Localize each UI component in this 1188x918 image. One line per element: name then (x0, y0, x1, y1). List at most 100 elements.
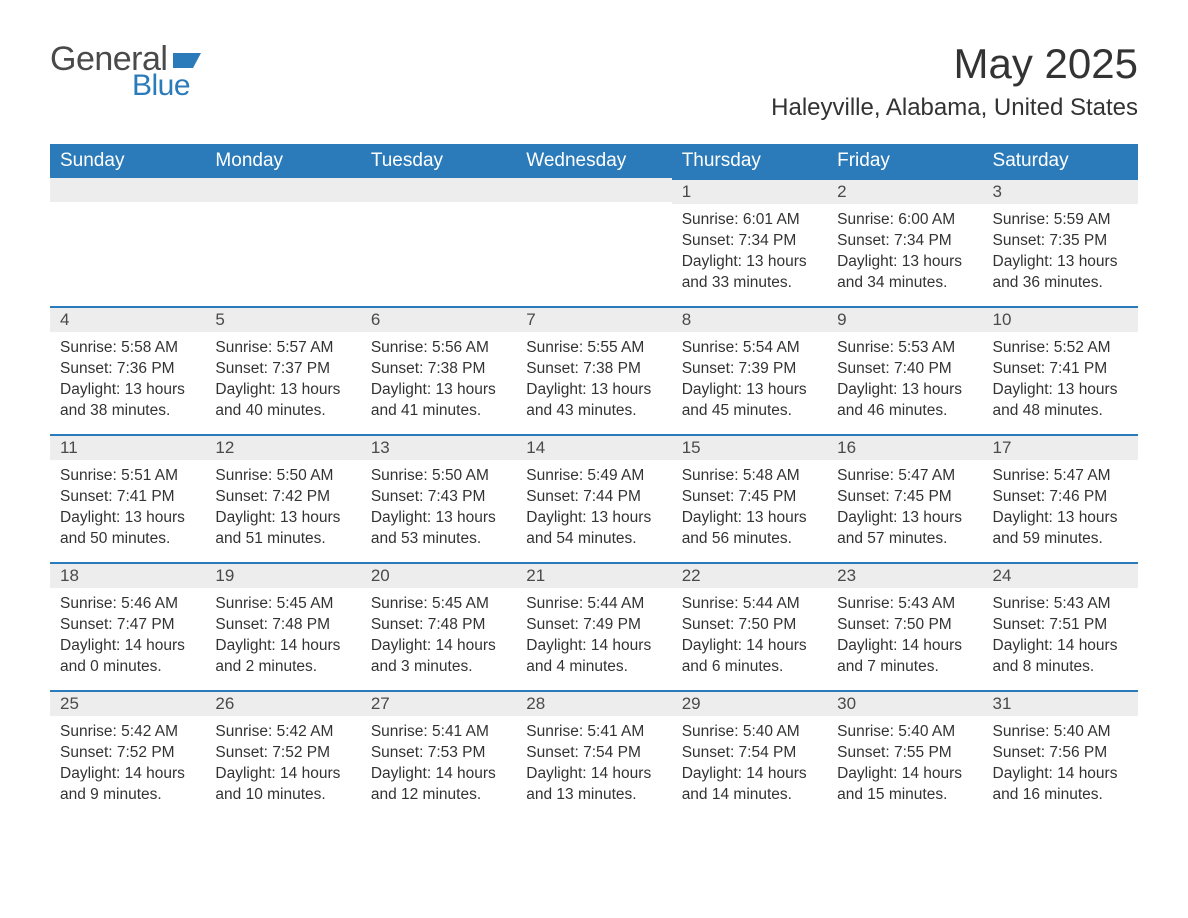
calendar-day-cell: 21Sunrise: 5:44 AMSunset: 7:49 PMDayligh… (516, 562, 671, 690)
day-number: 4 (50, 306, 205, 332)
sunrise-line: Sunrise: 5:50 AM (371, 466, 506, 487)
sunrise-line: Sunrise: 5:45 AM (215, 594, 350, 615)
day-details: Sunrise: 5:47 AMSunset: 7:46 PMDaylight:… (983, 460, 1138, 558)
page-header: General Blue May 2025 Haleyville, Alabam… (50, 40, 1138, 134)
calendar-day-cell: 1Sunrise: 6:01 AMSunset: 7:34 PMDaylight… (672, 178, 827, 306)
sunset-line: Sunset: 7:38 PM (371, 359, 506, 380)
calendar-week-row: 18Sunrise: 5:46 AMSunset: 7:47 PMDayligh… (50, 562, 1138, 690)
daylight-line: Daylight: 13 hours and 54 minutes. (526, 508, 661, 550)
day-details: Sunrise: 5:40 AMSunset: 7:56 PMDaylight:… (983, 716, 1138, 814)
weekday-header: Tuesday (361, 144, 516, 178)
calendar-day-cell: 8Sunrise: 5:54 AMSunset: 7:39 PMDaylight… (672, 306, 827, 434)
daylight-line: Daylight: 13 hours and 51 minutes. (215, 508, 350, 550)
day-number: 28 (516, 690, 671, 716)
calendar-day-cell: 22Sunrise: 5:44 AMSunset: 7:50 PMDayligh… (672, 562, 827, 690)
day-details: Sunrise: 5:40 AMSunset: 7:54 PMDaylight:… (672, 716, 827, 814)
daylight-line: Daylight: 14 hours and 8 minutes. (993, 636, 1128, 678)
daylight-line: Daylight: 13 hours and 43 minutes. (526, 380, 661, 422)
calendar-week-row: 1Sunrise: 6:01 AMSunset: 7:34 PMDaylight… (50, 178, 1138, 306)
day-number: 31 (983, 690, 1138, 716)
calendar-day-cell: 3Sunrise: 5:59 AMSunset: 7:35 PMDaylight… (983, 178, 1138, 306)
sunset-line: Sunset: 7:50 PM (682, 615, 817, 636)
weekday-header: Wednesday (516, 144, 671, 178)
calendar-day-cell: 14Sunrise: 5:49 AMSunset: 7:44 PMDayligh… (516, 434, 671, 562)
sunset-line: Sunset: 7:38 PM (526, 359, 661, 380)
daylight-line: Daylight: 14 hours and 12 minutes. (371, 764, 506, 806)
sunrise-line: Sunrise: 5:53 AM (837, 338, 972, 359)
day-details: Sunrise: 5:47 AMSunset: 7:45 PMDaylight:… (827, 460, 982, 558)
calendar-day-cell: 29Sunrise: 5:40 AMSunset: 7:54 PMDayligh… (672, 690, 827, 818)
sunrise-line: Sunrise: 5:41 AM (371, 722, 506, 743)
day-details: Sunrise: 5:52 AMSunset: 7:41 PMDaylight:… (983, 332, 1138, 430)
weekday-header: Sunday (50, 144, 205, 178)
weekday-header-row: SundayMondayTuesdayWednesdayThursdayFrid… (50, 144, 1138, 178)
daylight-line: Daylight: 13 hours and 36 minutes. (993, 252, 1128, 294)
day-number: 21 (516, 562, 671, 588)
day-number: 7 (516, 306, 671, 332)
day-number: 5 (205, 306, 360, 332)
day-details: Sunrise: 5:53 AMSunset: 7:40 PMDaylight:… (827, 332, 982, 430)
calendar-day-cell: 7Sunrise: 5:55 AMSunset: 7:38 PMDaylight… (516, 306, 671, 434)
calendar-day-cell: 20Sunrise: 5:45 AMSunset: 7:48 PMDayligh… (361, 562, 516, 690)
calendar-day-cell: 25Sunrise: 5:42 AMSunset: 7:52 PMDayligh… (50, 690, 205, 818)
day-details: Sunrise: 5:46 AMSunset: 7:47 PMDaylight:… (50, 588, 205, 686)
sunrise-line: Sunrise: 5:54 AM (682, 338, 817, 359)
location-subtitle: Haleyville, Alabama, United States (771, 94, 1138, 122)
calendar-day-cell: 9Sunrise: 5:53 AMSunset: 7:40 PMDaylight… (827, 306, 982, 434)
sunset-line: Sunset: 7:39 PM (682, 359, 817, 380)
daylight-line: Daylight: 13 hours and 50 minutes. (60, 508, 195, 550)
sunset-line: Sunset: 7:49 PM (526, 615, 661, 636)
sunrise-line: Sunrise: 5:45 AM (371, 594, 506, 615)
daylight-line: Daylight: 14 hours and 6 minutes. (682, 636, 817, 678)
day-number: 12 (205, 434, 360, 460)
day-details: Sunrise: 5:50 AMSunset: 7:43 PMDaylight:… (361, 460, 516, 558)
calendar-week-row: 4Sunrise: 5:58 AMSunset: 7:36 PMDaylight… (50, 306, 1138, 434)
sunset-line: Sunset: 7:36 PM (60, 359, 195, 380)
calendar-day-cell: 13Sunrise: 5:50 AMSunset: 7:43 PMDayligh… (361, 434, 516, 562)
daylight-line: Daylight: 13 hours and 38 minutes. (60, 380, 195, 422)
sunset-line: Sunset: 7:54 PM (526, 743, 661, 764)
day-details: Sunrise: 5:42 AMSunset: 7:52 PMDaylight:… (50, 716, 205, 814)
calendar-day-cell: 6Sunrise: 5:56 AMSunset: 7:38 PMDaylight… (361, 306, 516, 434)
day-details: Sunrise: 5:49 AMSunset: 7:44 PMDaylight:… (516, 460, 671, 558)
sunset-line: Sunset: 7:48 PM (371, 615, 506, 636)
calendar-day-cell: 12Sunrise: 5:50 AMSunset: 7:42 PMDayligh… (205, 434, 360, 562)
sunrise-line: Sunrise: 5:42 AM (215, 722, 350, 743)
sunset-line: Sunset: 7:53 PM (371, 743, 506, 764)
calendar-day-cell: 27Sunrise: 5:41 AMSunset: 7:53 PMDayligh… (361, 690, 516, 818)
day-number: 6 (361, 306, 516, 332)
calendar-day-cell: 31Sunrise: 5:40 AMSunset: 7:56 PMDayligh… (983, 690, 1138, 818)
calendar-day-cell: 24Sunrise: 5:43 AMSunset: 7:51 PMDayligh… (983, 562, 1138, 690)
day-number: 22 (672, 562, 827, 588)
day-number: 25 (50, 690, 205, 716)
daylight-line: Daylight: 14 hours and 9 minutes. (60, 764, 195, 806)
daylight-line: Daylight: 13 hours and 57 minutes. (837, 508, 972, 550)
day-details: Sunrise: 5:43 AMSunset: 7:50 PMDaylight:… (827, 588, 982, 686)
calendar-day-cell: 2Sunrise: 6:00 AMSunset: 7:34 PMDaylight… (827, 178, 982, 306)
daylight-line: Daylight: 13 hours and 45 minutes. (682, 380, 817, 422)
logo-word-blue: Blue (132, 69, 207, 103)
day-details: Sunrise: 5:58 AMSunset: 7:36 PMDaylight:… (50, 332, 205, 430)
calendar-day-cell: 4Sunrise: 5:58 AMSunset: 7:36 PMDaylight… (50, 306, 205, 434)
day-details: Sunrise: 5:40 AMSunset: 7:55 PMDaylight:… (827, 716, 982, 814)
title-block: May 2025 Haleyville, Alabama, United Sta… (771, 40, 1138, 134)
day-number: 23 (827, 562, 982, 588)
daylight-line: Daylight: 14 hours and 16 minutes. (993, 764, 1128, 806)
daylight-line: Daylight: 14 hours and 3 minutes. (371, 636, 506, 678)
day-number: 15 (672, 434, 827, 460)
sunset-line: Sunset: 7:41 PM (993, 359, 1128, 380)
daylight-line: Daylight: 14 hours and 4 minutes. (526, 636, 661, 678)
sunset-line: Sunset: 7:52 PM (60, 743, 195, 764)
calendar-table: SundayMondayTuesdayWednesdayThursdayFrid… (50, 144, 1138, 818)
daylight-line: Daylight: 13 hours and 59 minutes. (993, 508, 1128, 550)
calendar-week-row: 11Sunrise: 5:51 AMSunset: 7:41 PMDayligh… (50, 434, 1138, 562)
sunrise-line: Sunrise: 5:57 AM (215, 338, 350, 359)
sunrise-line: Sunrise: 5:44 AM (526, 594, 661, 615)
day-details: Sunrise: 5:57 AMSunset: 7:37 PMDaylight:… (205, 332, 360, 430)
daylight-line: Daylight: 13 hours and 33 minutes. (682, 252, 817, 294)
day-number: 18 (50, 562, 205, 588)
day-details: Sunrise: 5:44 AMSunset: 7:49 PMDaylight:… (516, 588, 671, 686)
daylight-line: Daylight: 14 hours and 10 minutes. (215, 764, 350, 806)
weekday-header: Friday (827, 144, 982, 178)
calendar-week-row: 25Sunrise: 5:42 AMSunset: 7:52 PMDayligh… (50, 690, 1138, 818)
